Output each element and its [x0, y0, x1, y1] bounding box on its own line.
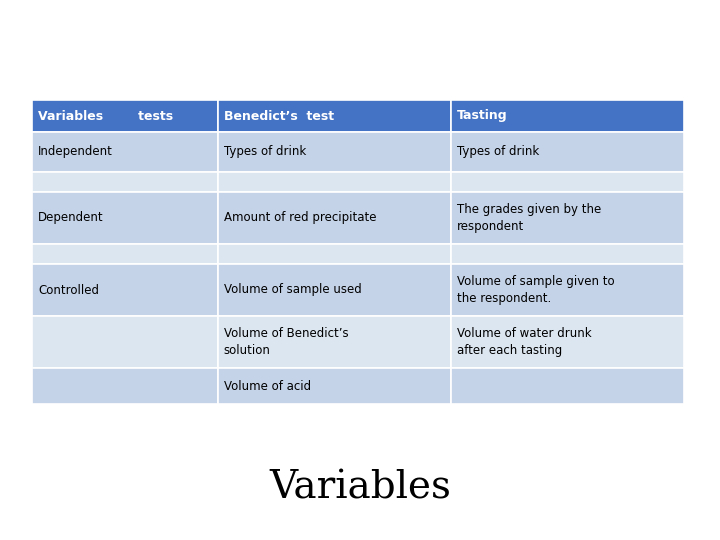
- Text: Tasting: Tasting: [457, 110, 508, 123]
- Bar: [32, 368, 218, 404]
- Bar: [32, 132, 218, 172]
- Bar: [218, 172, 451, 192]
- Text: Variables        tests: Variables tests: [38, 110, 173, 123]
- Bar: [32, 316, 218, 368]
- Bar: [32, 100, 218, 132]
- Bar: [32, 192, 218, 244]
- Bar: [218, 368, 451, 404]
- Text: Volume of sample used: Volume of sample used: [224, 284, 361, 296]
- Bar: [451, 172, 684, 192]
- Bar: [32, 264, 218, 316]
- Text: Volume of Benedict’s
solution: Volume of Benedict’s solution: [224, 327, 348, 357]
- Bar: [218, 316, 451, 368]
- Bar: [451, 192, 684, 244]
- Bar: [451, 368, 684, 404]
- Text: Controlled: Controlled: [38, 284, 99, 296]
- Text: Dependent: Dependent: [38, 212, 104, 225]
- Text: Volume of acid: Volume of acid: [224, 380, 311, 393]
- Text: Types of drink: Types of drink: [457, 145, 539, 159]
- Bar: [218, 264, 451, 316]
- Text: Independent: Independent: [38, 145, 113, 159]
- Text: Volume of sample given to
the respondent.: Volume of sample given to the respondent…: [457, 275, 615, 305]
- Text: Types of drink: Types of drink: [224, 145, 306, 159]
- Bar: [451, 316, 684, 368]
- Bar: [218, 244, 451, 264]
- Bar: [218, 100, 451, 132]
- Bar: [32, 172, 218, 192]
- Text: Variables: Variables: [269, 469, 451, 507]
- Bar: [218, 132, 451, 172]
- Bar: [451, 100, 684, 132]
- Text: Benedict’s  test: Benedict’s test: [224, 110, 334, 123]
- Text: Volume of water drunk
after each tasting: Volume of water drunk after each tasting: [457, 327, 592, 357]
- Text: Amount of red precipitate: Amount of red precipitate: [224, 212, 377, 225]
- Bar: [32, 244, 218, 264]
- Text: The grades given by the
respondent: The grades given by the respondent: [457, 203, 601, 233]
- Bar: [451, 132, 684, 172]
- Bar: [451, 244, 684, 264]
- Bar: [451, 264, 684, 316]
- Bar: [218, 192, 451, 244]
